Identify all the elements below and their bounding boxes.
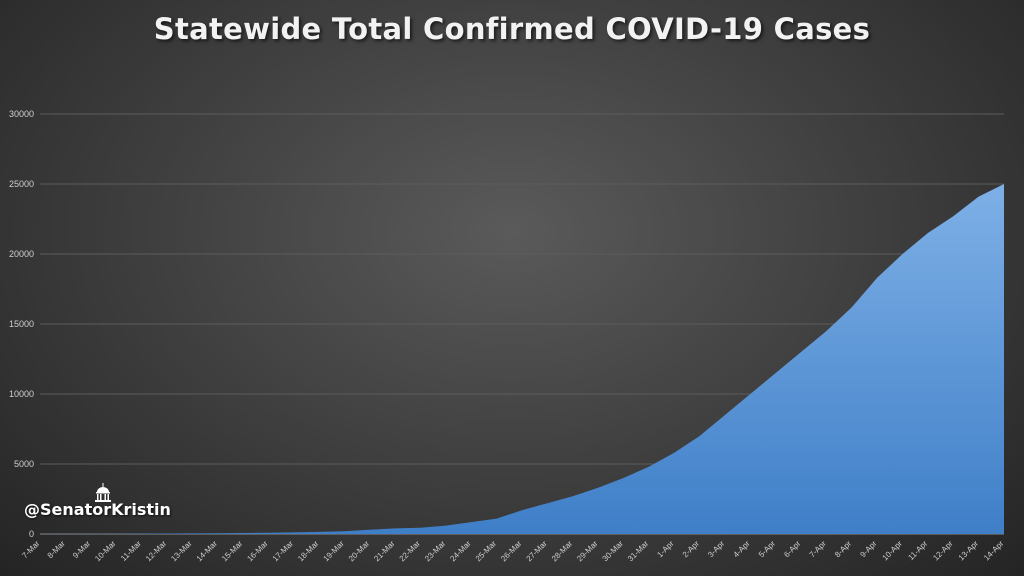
x-tick-label: 24-Mar	[448, 539, 473, 564]
x-tick-label: 20-Mar	[347, 539, 372, 564]
x-tick-label: 22-Mar	[398, 539, 423, 564]
x-tick-label: 12-Mar	[144, 539, 169, 564]
x-tick-label: 14-Apr	[982, 539, 1006, 563]
y-tick-label: 10000	[9, 389, 34, 399]
y-axis-ticks: 0 5000 10000 15000 20000 25000 30000	[9, 109, 34, 539]
x-tick-label: 14-Mar	[195, 539, 220, 564]
x-tick-label: 6-Apr	[782, 539, 802, 559]
x-tick-label: 12-Apr	[931, 539, 955, 563]
y-tick-label: 15000	[9, 319, 34, 329]
x-tick-label: 21-Mar	[372, 539, 397, 564]
x-tick-label: 11-Apr	[906, 539, 929, 562]
y-tick-label: 5000	[14, 459, 34, 469]
x-tick-label: 30-Mar	[601, 539, 626, 564]
x-tick-label: 3-Apr	[706, 539, 726, 559]
x-tick-label: 26-Mar	[499, 539, 524, 564]
x-tick-label: 23-Mar	[423, 539, 448, 564]
x-tick-label: 13-Mar	[169, 539, 194, 564]
x-tick-label: 4-Apr	[732, 539, 752, 559]
x-tick-label: 10-Apr	[881, 539, 905, 563]
y-tick-label: 25000	[9, 179, 34, 189]
x-tick-label: 13-Apr	[957, 539, 981, 563]
x-tick-label: 19-Mar	[322, 539, 347, 564]
x-tick-label: 10-Mar	[93, 539, 118, 564]
x-axis-ticks: 7-Mar 8-Mar 9-Mar 10-Mar 11-Mar 12-Mar 13-Mar 1…	[20, 539, 1005, 564]
x-tick-label: 5-Apr	[757, 539, 777, 559]
x-tick-label: 31-Mar	[626, 539, 651, 564]
x-tick-label: 18-Mar	[296, 539, 321, 564]
x-tick-label: 2-Apr	[681, 539, 701, 559]
watermark-handle: @SenatorKristin	[24, 500, 171, 519]
x-tick-label: 17-Mar	[271, 539, 296, 564]
capitol-building-icon	[95, 483, 111, 502]
x-tick-label: 1-Apr	[655, 539, 675, 559]
area-series	[40, 184, 1004, 534]
x-tick-label: 8-Mar	[46, 539, 67, 560]
area-series-fill	[40, 184, 1004, 534]
x-tick-label: 7-Mar	[20, 539, 41, 560]
x-tick-label: 28-Mar	[550, 539, 575, 564]
x-tick-label: 15-Mar	[220, 539, 245, 564]
x-tick-label: 25-Mar	[474, 539, 499, 564]
x-tick-label: 27-Mar	[524, 539, 549, 564]
x-tick-label: 11-Mar	[119, 539, 143, 563]
x-tick-label: 7-Apr	[808, 539, 828, 559]
chart-title: Statewide Total Confirmed COVID-19 Cases	[153, 12, 871, 46]
y-tick-label: 20000	[9, 249, 34, 259]
x-tick-label: 8-Apr	[833, 539, 853, 559]
x-tick-label: 16-Mar	[245, 539, 270, 564]
x-tick-label: 9-Mar	[71, 539, 92, 560]
x-tick-label: 29-Mar	[575, 539, 600, 564]
y-tick-label: 30000	[9, 109, 34, 119]
x-tick-label: 9-Apr	[858, 539, 878, 559]
y-tick-label: 0	[29, 529, 34, 539]
